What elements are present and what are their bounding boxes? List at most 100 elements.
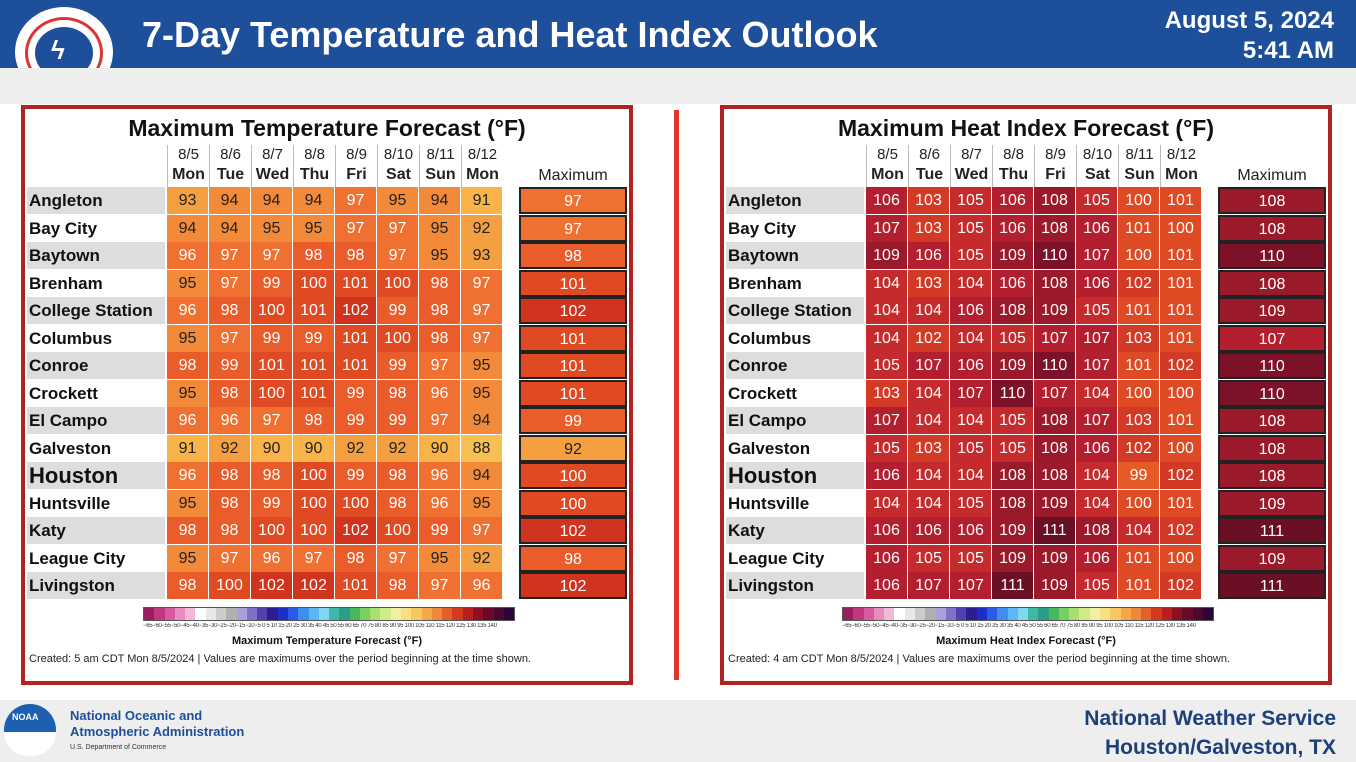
day-date: 8/11	[426, 146, 455, 163]
value-cell: 100	[1160, 379, 1202, 407]
value-cell: 97	[293, 544, 335, 572]
value-cell: 104	[908, 489, 950, 517]
max-cell: 110	[1218, 242, 1326, 269]
legend-swatch	[431, 608, 443, 620]
value-cell: 101	[1160, 407, 1202, 434]
max-cell: 102	[519, 297, 627, 324]
value-cell: 100	[251, 297, 293, 324]
value-cell: 98	[377, 572, 419, 599]
value-cell: 94	[209, 187, 251, 214]
max-cell: 108	[1218, 269, 1326, 297]
legend-swatch	[493, 608, 504, 620]
table-row: Brenham 104 103 104 106 108 106 102 101 108	[726, 269, 1326, 297]
value-cell: 98	[335, 544, 377, 572]
value-cell: 90	[251, 434, 293, 462]
value-cell: 106	[1076, 214, 1118, 242]
value-cell: 105	[992, 407, 1034, 434]
value-cell: 106	[950, 352, 992, 379]
legend-swatch	[154, 608, 165, 620]
value-cell: 105	[950, 544, 992, 572]
city-label: Bay City	[29, 218, 98, 238]
table-row: College Station 96 98 100 101 102 99 98 97 102	[27, 297, 627, 324]
value-cell: 109	[1034, 297, 1076, 324]
value-cell: 99	[419, 517, 461, 544]
value-cell: 106	[866, 462, 908, 489]
value-cell: 100	[1160, 434, 1202, 462]
value-cell: 107	[866, 214, 908, 242]
value-cell: 96	[209, 407, 251, 434]
value-cell: 104	[866, 324, 908, 352]
value-cell: 111	[992, 572, 1034, 599]
table-row: Bay City 107 103 105 106 108 106 101 100 108	[726, 214, 1326, 242]
day-header: 8/9 Fri	[335, 145, 377, 187]
city-label: Katy	[726, 517, 864, 544]
value-cell: 94	[251, 187, 293, 214]
value-cell: 94	[293, 187, 335, 214]
max-column-header: Maximum	[1237, 167, 1307, 184]
value-cell: 104	[1118, 517, 1160, 544]
value-cell: 99	[251, 489, 293, 517]
value-cell: 98	[335, 242, 377, 269]
day-of-week: Fri	[1045, 166, 1066, 183]
table-row: Baytown 109 106 105 109 110 107 100 101 110	[726, 242, 1326, 269]
day-date: 8/10	[383, 146, 414, 163]
city-label: Angleton	[27, 187, 165, 214]
value-cell: 96	[419, 462, 461, 489]
max-heat-index-panel: Maximum Heat Index Forecast (°F) −65−60−…	[720, 105, 1332, 685]
day-date: 8/7	[262, 146, 283, 163]
day-date: 8/8	[304, 146, 325, 163]
value-cell: 101	[1160, 324, 1202, 352]
value-cell: 102	[1118, 434, 1160, 462]
day-header: 8/11 Sun	[1118, 145, 1160, 187]
value-cell: 104	[908, 462, 950, 489]
value-cell: 102	[293, 572, 335, 599]
value-cell: 106	[1076, 434, 1118, 462]
divider-line	[674, 110, 679, 680]
value-cell: 104	[950, 407, 992, 434]
value-cell: 96	[167, 242, 209, 269]
value-cell: 102	[1160, 572, 1202, 599]
value-cell: 105	[950, 434, 992, 462]
max-cell: 110	[1218, 379, 1326, 407]
value-cell: 103	[1118, 407, 1160, 434]
day-of-week: Wed	[255, 166, 290, 183]
day-header: 8/10 Sat	[1076, 145, 1118, 187]
legend-swatch	[226, 608, 237, 620]
table-row: Crockett 103 104 107 110 107 104 100 100 110	[726, 379, 1326, 407]
city-label: Houston	[726, 462, 864, 489]
table-row: Columbus 95 97 99 99 101 100 98 97 101	[27, 324, 627, 352]
city-label: El Campo	[27, 407, 165, 434]
max-cell: 108	[1218, 462, 1326, 489]
table-row: Brenham 95 97 99 100 101 100 98 97 101	[27, 269, 627, 297]
value-cell: 100	[293, 517, 335, 544]
legend-swatch	[1161, 608, 1172, 620]
nws-office: National Weather Service Houston/Galvest…	[1084, 704, 1336, 762]
value-cell: 105	[908, 544, 950, 572]
table-row: Houston 106 104 104 108 108 104 99 102 108	[726, 462, 1326, 489]
value-cell: 100	[251, 379, 293, 407]
max-cell: 108	[1218, 434, 1326, 462]
value-cell: 98	[293, 407, 335, 434]
city-label: Brenham	[29, 273, 103, 293]
legend-swatch	[246, 608, 258, 620]
legend-swatch	[174, 608, 186, 620]
nws-line2: Houston/Galveston, TX	[1104, 736, 1336, 759]
value-cell: 98	[209, 462, 251, 489]
value-cell: 107	[1034, 379, 1076, 407]
day-date: 8/5	[178, 146, 199, 163]
value-cell: 105	[1076, 297, 1118, 324]
legend-swatch	[277, 608, 288, 620]
day-header: 8/8 Thu	[293, 145, 335, 187]
value-cell: 95	[167, 324, 209, 352]
legend-swatch	[164, 608, 175, 620]
value-cell: 101	[335, 324, 377, 352]
value-cell: 105	[950, 242, 992, 269]
value-cell: 105	[992, 324, 1034, 352]
header-bar: 7-Day Temperature and Heat Index Outlook…	[0, 0, 1356, 68]
value-cell: 91	[167, 434, 209, 462]
value-cell: 96	[251, 544, 293, 572]
max-cell: 109	[1218, 489, 1326, 517]
value-cell: 100	[209, 572, 251, 599]
legend-ticks: −65−60−55−50−45−40−35−30−25−20−15−10−5 0…	[143, 623, 497, 629]
legend-swatch	[1100, 608, 1111, 620]
